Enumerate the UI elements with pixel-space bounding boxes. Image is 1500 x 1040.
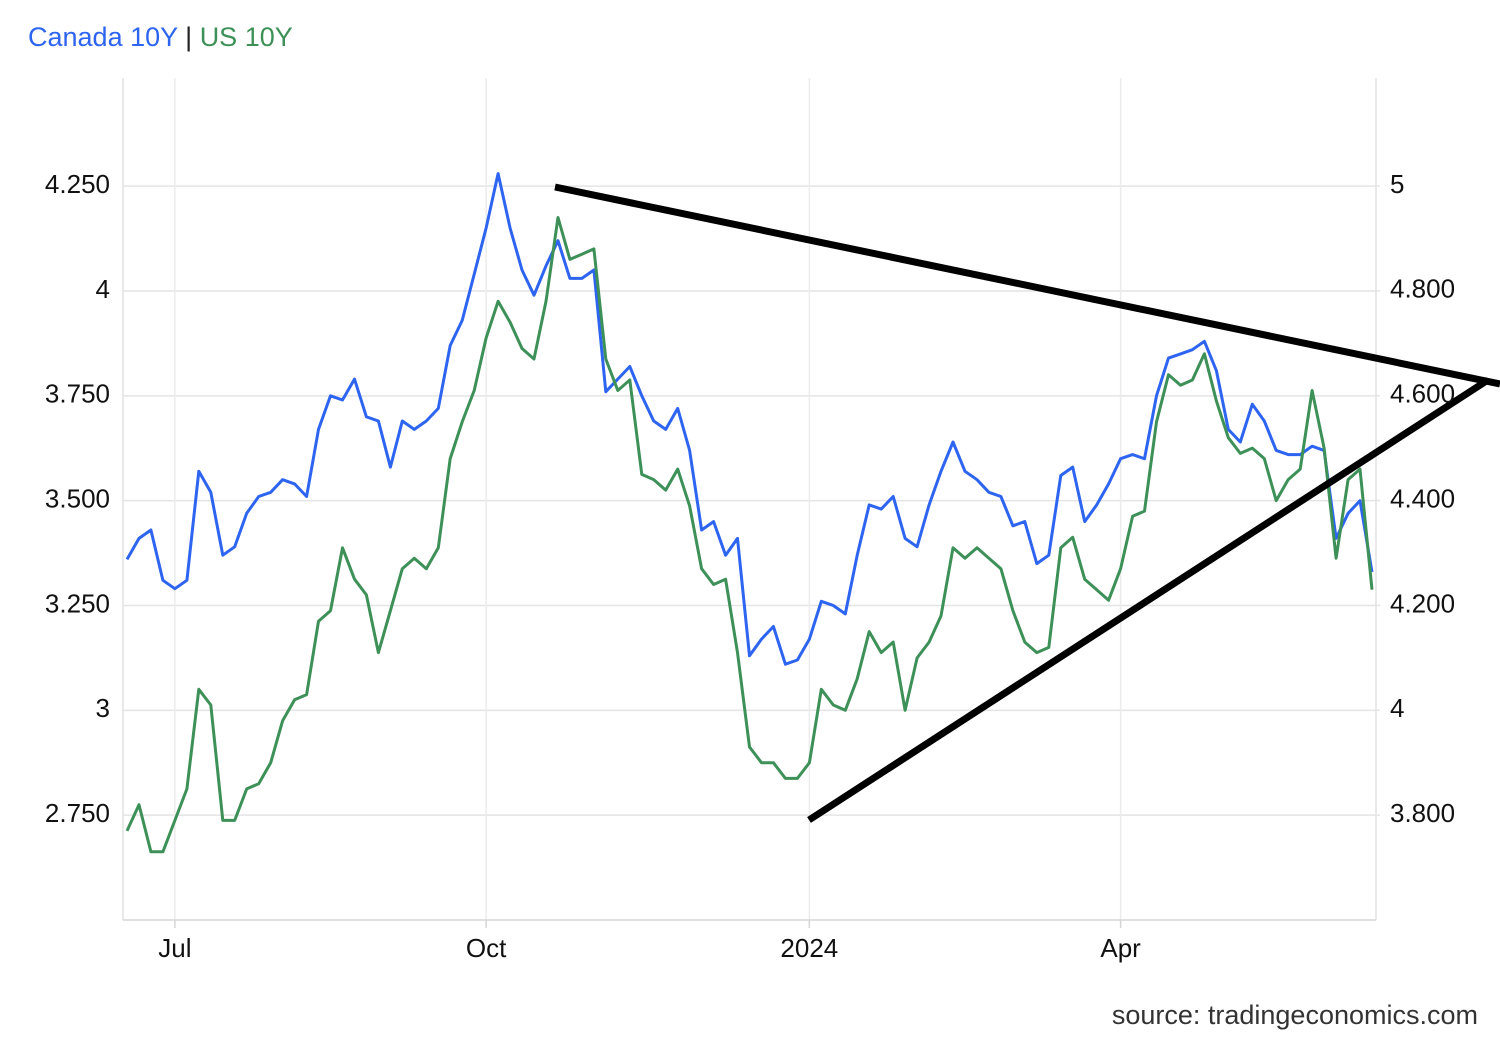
y-tick-label: 4.250 (45, 169, 110, 199)
legend: Canada 10Y | US 10Y (28, 22, 293, 53)
legend-entry: Canada 10Y (28, 22, 178, 52)
y-tick-label: 2.750 (45, 798, 110, 828)
y-tick-label: 3.750 (45, 379, 110, 409)
x-tick-label: 2024 (780, 933, 838, 963)
y2-tick-label: 4.200 (1390, 588, 1455, 618)
source: source: tradingeconomics.com (1111, 1000, 1478, 1030)
y2-tick-label: 5 (1390, 169, 1404, 199)
x-tick-label: Apr (1100, 933, 1141, 963)
y2-tick-label: 3.800 (1390, 798, 1455, 828)
legend-entry: US 10Y (199, 22, 293, 52)
chart: 2.750 3 3.250 3.500 3.750 4 4.250 3.800 4 4.200 4.… (45, 78, 1500, 963)
series-line (125, 216, 1374, 854)
trend-line-lower (807, 377, 1490, 823)
series-lines (125, 172, 1374, 854)
series-line (125, 172, 1374, 666)
legend-separator: | (185, 22, 193, 52)
trend-line-upper (554, 183, 1500, 388)
x-tick-label: Jul (158, 933, 191, 963)
y2-tick-label: 4.400 (1390, 483, 1455, 513)
y-tick-label: 3 (96, 693, 110, 723)
y2-tick-label: 4.800 (1390, 274, 1455, 304)
y-tick-label: 4 (96, 274, 110, 304)
y2-tick-label: 4 (1390, 693, 1404, 723)
y-tick-label: 3.500 (45, 484, 110, 514)
y2-tick-label: 4.600 (1390, 379, 1455, 409)
x-tick-label: Oct (466, 933, 507, 963)
y-tick-label: 3.250 (45, 588, 110, 618)
grid (123, 78, 1376, 920)
